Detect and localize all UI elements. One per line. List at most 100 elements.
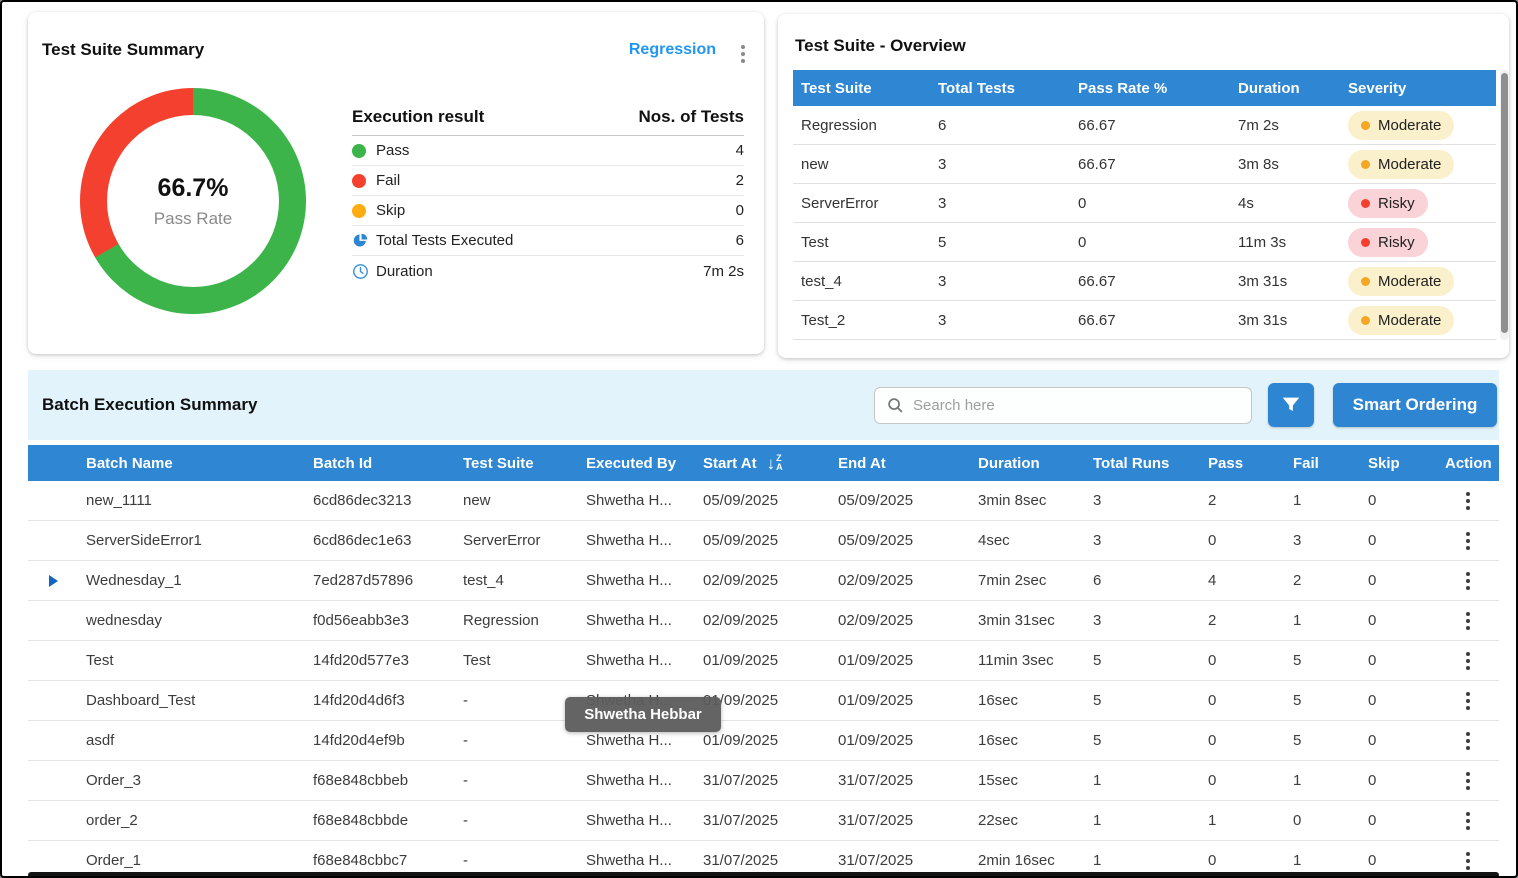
search-input[interactable] <box>913 397 1239 414</box>
cell-pass-rate: 66.67 <box>1078 155 1116 173</box>
cell-total-runs: 6 <box>1093 572 1102 589</box>
cell-total-runs: 5 <box>1093 692 1102 709</box>
cell-action <box>1437 489 1499 513</box>
cell-fail: 1 <box>1293 852 1302 869</box>
column-header: Skip <box>1368 454 1400 472</box>
table-row[interactable]: Order_1 f68e848cbbc7 - Shwetha H... 31/07/20… <box>28 841 1499 876</box>
severity-label: Moderate <box>1378 272 1442 290</box>
executed-by-tooltip: Shwetha Hebbar <box>565 697 721 732</box>
cell-pass: 0 <box>1208 692 1217 709</box>
column-header: Severity <box>1348 79 1407 97</box>
cell-action <box>1437 769 1499 793</box>
table-row[interactable]: Order_3 f68e848cbbeb - Shwetha H... 31/07/20… <box>28 761 1499 801</box>
scrollbar-thumb[interactable] <box>1501 73 1508 333</box>
cell-action <box>1437 649 1499 673</box>
pass-rate-percent: 66.7% <box>157 173 229 202</box>
cell-start-at: 01/09/2025 <box>703 732 779 749</box>
cell-end-at: 31/07/2025 <box>838 852 914 869</box>
legend-item: Skip 0 <box>352 196 744 226</box>
cell-pass-rate: 66.67 <box>1078 116 1116 134</box>
column-header: Action <box>1445 454 1492 472</box>
row-kebab-menu-icon[interactable] <box>1463 649 1473 673</box>
row-kebab-menu-icon[interactable] <box>1463 569 1473 593</box>
batch-table-header: Batch Name Batch Id Test Suite Executed … <box>28 445 1499 481</box>
table-row[interactable]: asdf 14fd20d4ef9b - Shwetha H... 01/09/2025 0… <box>28 721 1499 761</box>
cell-test-suite: - <box>463 732 468 749</box>
cell-fail: 1 <box>1293 492 1302 509</box>
row-kebab-menu-icon[interactable] <box>1463 729 1473 753</box>
cell-action <box>1437 569 1499 593</box>
legend-item: Total Tests Executed 6 <box>352 226 744 256</box>
cell-fail: 5 <box>1293 692 1302 709</box>
cell-skip: 0 <box>1368 812 1377 829</box>
cell-test-suite: - <box>463 852 468 869</box>
severity-dot-icon <box>1361 237 1370 247</box>
legend-value: 4 <box>735 142 744 159</box>
cell-skip: 0 <box>1368 532 1377 549</box>
severity-label: Moderate <box>1378 311 1442 329</box>
cell-batch-name: ServerSideError1 <box>86 532 202 549</box>
search-box[interactable] <box>874 387 1252 424</box>
cell-pass: 4 <box>1208 572 1217 589</box>
cell-batch-id: 6cd86dec1e63 <box>313 532 412 549</box>
cell-total-tests: 3 <box>938 311 947 329</box>
table-row[interactable]: Test 5 0 11m 3s Risky <box>793 223 1496 262</box>
table-row[interactable]: new_1111 6cd86dec3213 new Shwetha H... 05/09… <box>28 481 1499 521</box>
cell-pass-rate: 0 <box>1078 233 1087 251</box>
cell-batch-id: 7ed287d57896 <box>313 572 414 589</box>
cell-end-at: 31/07/2025 <box>838 772 914 789</box>
legend-value: 2 <box>735 172 744 189</box>
cell-test-suite: Regression <box>801 116 877 134</box>
cell-end-at: 05/09/2025 <box>838 532 914 549</box>
table-row[interactable]: Wednesday_1 7ed287d57896 test_4 Shwetha H..… <box>28 561 1499 601</box>
test-suite-summary-card: Test Suite Summary Regression 66.7% Pass… <box>28 12 764 354</box>
cell-skip: 0 <box>1368 692 1377 709</box>
cell-action <box>1437 609 1499 633</box>
table-row[interactable]: Regression 6 66.67 7m 2s Moderate <box>793 106 1496 145</box>
cell-test-suite: Regression <box>463 612 539 629</box>
overview-scrollbar[interactable] <box>1500 70 1509 340</box>
cell-test-suite: ServerError <box>463 532 541 549</box>
cell-start-at: 02/09/2025 <box>703 572 779 589</box>
column-header: Batch Id <box>313 454 373 472</box>
table-row[interactable]: Test 14fd20d577e3 Test Shwetha H... 01/09/20… <box>28 641 1499 681</box>
table-row[interactable]: new 3 66.67 3m 8s Moderate <box>793 145 1496 184</box>
cell-total-tests: 3 <box>938 155 947 173</box>
row-kebab-menu-icon[interactable] <box>1463 609 1473 633</box>
legend-rows: Pass 4 Fail 2 Skip 0 Total Tests Executed 6 Dura… <box>352 136 744 286</box>
kebab-menu-icon[interactable] <box>738 42 748 66</box>
cell-skip: 0 <box>1368 732 1377 749</box>
row-kebab-menu-icon[interactable] <box>1463 689 1473 713</box>
expand-caret-icon[interactable] <box>48 574 58 587</box>
cell-total-runs: 1 <box>1093 772 1102 789</box>
table-row[interactable]: Test_2 3 66.67 3m 31s Moderate <box>793 301 1496 340</box>
table-row[interactable]: order_2 f68e848cbbde - Shwetha H... 31/07/20… <box>28 801 1499 841</box>
cell-end-at: 01/09/2025 <box>838 652 914 669</box>
column-header: End At <box>838 454 886 472</box>
row-kebab-menu-icon[interactable] <box>1463 489 1473 513</box>
filter-button[interactable] <box>1268 383 1314 427</box>
table-row[interactable]: wednesday f0d56eabb3e3 Regression Shwetha H… <box>28 601 1499 641</box>
batch-table-body: new_1111 6cd86dec3213 new Shwetha H... 05/09… <box>28 481 1499 876</box>
legend-item: Fail 2 <box>352 166 744 196</box>
row-kebab-menu-icon[interactable] <box>1463 809 1473 833</box>
smart-ordering-button[interactable]: Smart Ordering <box>1333 383 1497 427</box>
pie-icon <box>352 232 376 249</box>
row-kebab-menu-icon[interactable] <box>1463 849 1473 873</box>
cell-pass: 2 <box>1208 612 1217 629</box>
severity-badge: Moderate <box>1348 305 1455 335</box>
cell-severity: Risky <box>1340 227 1496 257</box>
table-row[interactable]: ServerSideError1 6cd86dec1e63 ServerError S… <box>28 521 1499 561</box>
row-kebab-menu-icon[interactable] <box>1463 769 1473 793</box>
cell-fail: 1 <box>1293 612 1302 629</box>
regression-suite-link[interactable]: Regression <box>628 41 716 58</box>
table-row[interactable]: test_4 3 66.67 3m 31s Moderate <box>793 262 1496 301</box>
horizontal-scrollbar[interactable] <box>28 872 1499 876</box>
cell-start-at: 05/09/2025 <box>703 532 779 549</box>
table-row[interactable]: ServerError 3 0 4s Risky <box>793 184 1496 223</box>
row-kebab-menu-icon[interactable] <box>1463 529 1473 553</box>
cell-duration: 4sec <box>978 532 1010 549</box>
